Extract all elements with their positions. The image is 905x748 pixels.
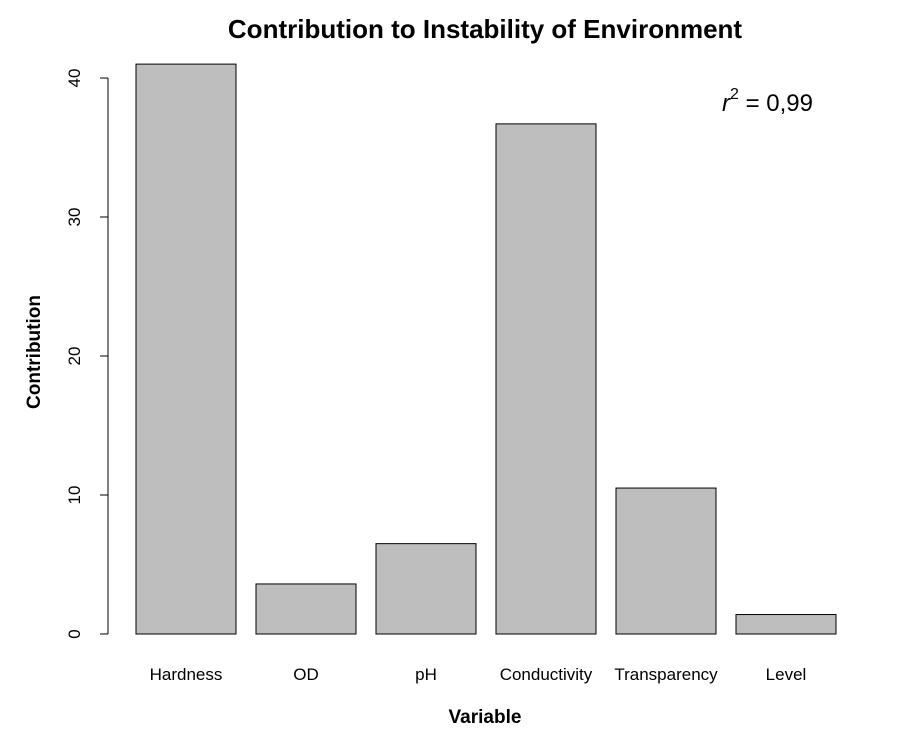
bar-level [735,614,837,635]
category-label-ph: pH [415,665,437,684]
bars [135,63,837,635]
x-axis-label: Variable [449,707,522,728]
y-tick-label: 30 [65,208,84,227]
y-tick-label: 40 [65,69,84,88]
r-squared-annotation: r2 = 0,99 [722,86,813,117]
category-label-hardness: Hardness [150,665,223,684]
y-axis: 0 10 20 30 40 [65,69,109,639]
bar-conductivity [495,123,597,635]
bar-ph [375,543,477,635]
y-tick-label: 0 [65,629,84,638]
category-labels: Hardness OD pH Conductivity Transparency Leve… [150,665,807,684]
category-label-transparency: Transparency [614,665,718,684]
category-label-level: Level [766,665,807,684]
bar-hardness [135,63,237,635]
y-axis-label: Contribution [24,295,45,409]
r-value: = 0,99 [739,90,813,117]
category-label-conductivity: Conductivity [500,665,593,684]
r-symbol: r [722,90,731,117]
r-exponent: 2 [730,86,739,103]
category-label-od: OD [293,665,319,684]
bar-od [255,583,357,635]
y-tick-label: 20 [65,347,84,366]
y-tick-label: 10 [65,486,84,505]
bar-transparency [615,487,717,635]
chart-title: Contribution to Instability of Environme… [228,14,743,44]
